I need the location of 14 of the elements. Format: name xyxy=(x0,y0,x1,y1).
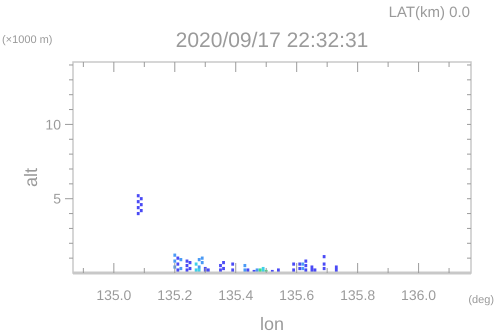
x-tick-label: 135.6 xyxy=(279,287,314,303)
y-tick-label: 5 xyxy=(53,190,62,207)
y-axis-title: alt xyxy=(21,168,41,188)
chart-title: 2020/09/17 22:32:31 xyxy=(176,29,368,52)
text: (×1000 m) xyxy=(2,34,52,46)
x-tick-label: 135.8 xyxy=(340,287,376,303)
x-tick-label: 135.4 xyxy=(218,287,254,303)
x-axis-title: lon xyxy=(260,314,284,334)
y-tick-label: 10 xyxy=(45,116,62,132)
x-tick-label: 136.0 xyxy=(401,287,436,303)
chart-subtitle: LAT(km) 0.0 xyxy=(388,4,470,21)
x-tick-label: 135.2 xyxy=(157,287,193,303)
x-tick-label: 135.0 xyxy=(96,287,132,303)
text: (deg) xyxy=(468,294,494,306)
